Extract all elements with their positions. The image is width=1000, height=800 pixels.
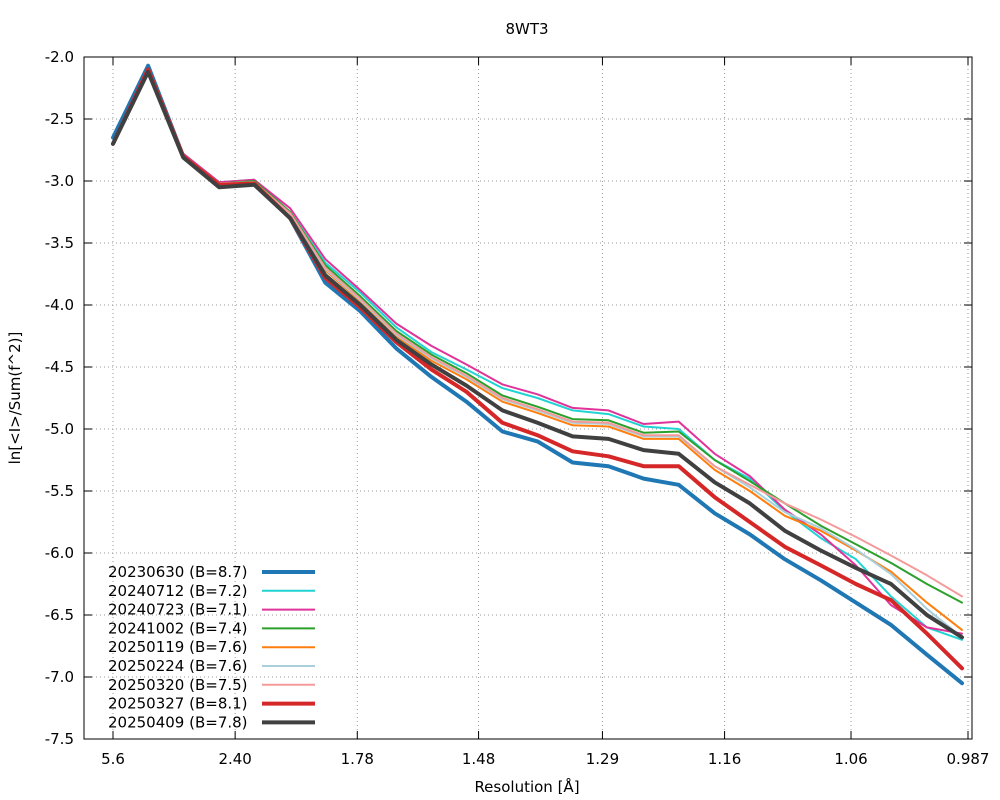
legend-entry: 20241002 (B=7.4) [108, 619, 315, 637]
y-axis-ticks: -2.0 -2.5 -3.0 -3.5 -4.0 -4.5 -5.0 -5.5 -6.0 -6.5… [45, 48, 972, 748]
legend-label: 20250327 (B=8.1) [108, 695, 248, 713]
legend-label: 20250119 (B=7.6) [108, 638, 248, 656]
legend-entry: 20230630 (B=8.7) [108, 563, 315, 581]
legend-label: 20250224 (B=7.6) [108, 657, 248, 675]
legend: 20230630 (B=8.7)20240712 (B=7.2)20240723… [108, 563, 315, 731]
legend-label: 20250320 (B=7.5) [108, 676, 248, 694]
x-tick-label: 0.987 [947, 750, 990, 768]
x-tick-label: 1.48 [462, 750, 495, 768]
series-line [111, 69, 964, 640]
chart-title: 8WT3 [505, 20, 548, 38]
legend-label: 20241002 (B=7.4) [108, 619, 248, 637]
x-axis-label: Resolution [Å] [474, 777, 579, 796]
y-tick-label: -7.0 [45, 668, 74, 686]
legend-label: 20230630 (B=8.7) [108, 563, 248, 581]
legend-entry: 20250119 (B=7.6) [108, 638, 315, 656]
x-tick-label: 1.16 [708, 750, 741, 768]
y-tick-label: -7.5 [45, 730, 74, 748]
x-tick-label: 5.6 [101, 750, 125, 768]
y-tick-label: -5.5 [45, 482, 74, 500]
series-line [112, 68, 963, 635]
legend-entry: 20250409 (B=7.8) [108, 713, 315, 731]
series-line [112, 68, 963, 604]
y-tick-label: -6.5 [45, 606, 74, 624]
y-tick-label: -2.0 [45, 48, 74, 66]
y-tick-label: -2.5 [45, 110, 74, 128]
y-tick-label: -4.5 [45, 358, 74, 376]
y-tick-label: -4.0 [45, 296, 74, 314]
x-tick-label: 2.40 [218, 750, 251, 768]
legend-entry: 20250320 (B=7.5) [108, 676, 315, 694]
legend-entry: 20250224 (B=7.6) [108, 657, 315, 675]
legend-entry: 20240712 (B=7.2) [108, 582, 315, 600]
series-layer [111, 63, 964, 686]
y-tick-label: -3.0 [45, 172, 74, 190]
legend-label: 20240723 (B=7.1) [108, 601, 248, 619]
x-tick-label: 1.78 [341, 750, 374, 768]
x-tick-label: 1.29 [586, 750, 619, 768]
y-tick-label: -5.0 [45, 420, 74, 438]
legend-entry: 20240723 (B=7.1) [108, 601, 315, 619]
legend-label: 20250409 (B=7.8) [108, 713, 248, 731]
y-tick-label: -6.0 [45, 544, 74, 562]
x-tick-label: 1.06 [834, 750, 867, 768]
y-tick-label: -3.5 [45, 234, 74, 252]
x-axis-ticks: 5.6 2.40 1.78 1.48 1.29 1.16 1.06 0.987 [101, 57, 989, 768]
y-axis-label: ln[<I>/Sum(f^2)] [6, 332, 24, 465]
plot-frame [83, 56, 973, 740]
legend-label: 20240712 (B=7.2) [108, 582, 248, 600]
legend-entry: 20250327 (B=8.1) [108, 695, 315, 713]
